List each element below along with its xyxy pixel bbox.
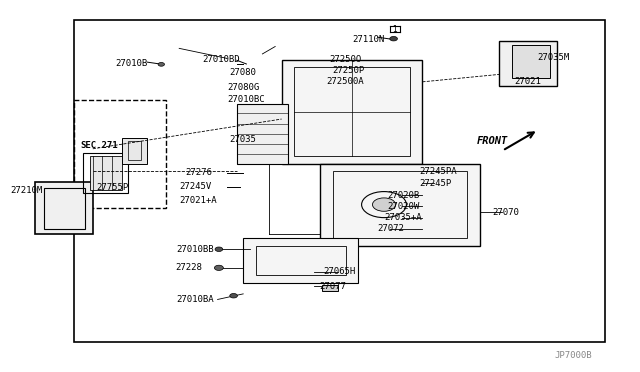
Bar: [35, 182, 93, 234]
Text: 27035: 27035: [230, 135, 257, 144]
Bar: [243, 238, 358, 283]
Text: 27020B: 27020B: [387, 191, 419, 200]
Circle shape: [215, 247, 223, 251]
Bar: [122, 138, 147, 164]
Bar: [128, 141, 141, 160]
Bar: [90, 156, 122, 190]
Bar: [499, 41, 557, 86]
Text: 27035M: 27035M: [538, 53, 570, 62]
Text: 27250P: 27250P: [333, 66, 365, 75]
Text: 27250O: 27250O: [330, 55, 362, 64]
Bar: [74, 20, 605, 342]
Text: 27080G: 27080G: [227, 83, 259, 92]
Text: 27755P: 27755P: [96, 183, 128, 192]
Text: 27010B: 27010B: [115, 59, 147, 68]
Text: 27210M: 27210M: [11, 186, 43, 195]
Text: FRONT: FRONT: [477, 137, 508, 146]
Text: 27080: 27080: [230, 68, 257, 77]
Text: 27010BC: 27010BC: [228, 95, 265, 104]
Circle shape: [372, 198, 396, 211]
Text: 27021+A: 27021+A: [180, 196, 217, 205]
Text: 27072: 27072: [377, 224, 404, 233]
Text: 27010BA: 27010BA: [177, 295, 214, 304]
Text: 27010BB: 27010BB: [177, 245, 214, 254]
Bar: [320, 164, 480, 246]
Text: 27110N: 27110N: [352, 35, 384, 44]
Text: 27245V: 27245V: [179, 182, 211, 191]
Bar: [512, 45, 550, 78]
Text: JP7000B: JP7000B: [554, 351, 591, 360]
Bar: [237, 104, 288, 164]
Bar: [322, 285, 338, 291]
Text: 27020W: 27020W: [387, 202, 419, 211]
Bar: [282, 60, 422, 164]
Text: 27245PA: 27245PA: [420, 167, 457, 176]
Circle shape: [390, 36, 397, 41]
Text: 27245P: 27245P: [419, 179, 451, 187]
Bar: [256, 246, 346, 275]
Text: 27276: 27276: [185, 169, 212, 177]
Circle shape: [214, 265, 223, 270]
Text: 27021: 27021: [515, 77, 541, 86]
Circle shape: [230, 294, 237, 298]
Bar: [333, 171, 467, 238]
Text: SEC.271: SEC.271: [81, 141, 118, 150]
Text: 27228: 27228: [175, 263, 202, 272]
Bar: [83, 153, 128, 193]
Bar: [294, 67, 410, 156]
Text: 1: 1: [392, 25, 397, 33]
Bar: [44, 188, 85, 229]
Text: 27065H: 27065H: [323, 267, 355, 276]
Bar: [74, 100, 166, 208]
Circle shape: [158, 62, 164, 66]
Text: 27035+A: 27035+A: [385, 213, 422, 222]
Text: 27070: 27070: [492, 208, 519, 217]
Text: 27010BD: 27010BD: [202, 55, 239, 64]
Text: 27077: 27077: [319, 282, 346, 291]
Text: 272500A: 272500A: [327, 77, 364, 86]
